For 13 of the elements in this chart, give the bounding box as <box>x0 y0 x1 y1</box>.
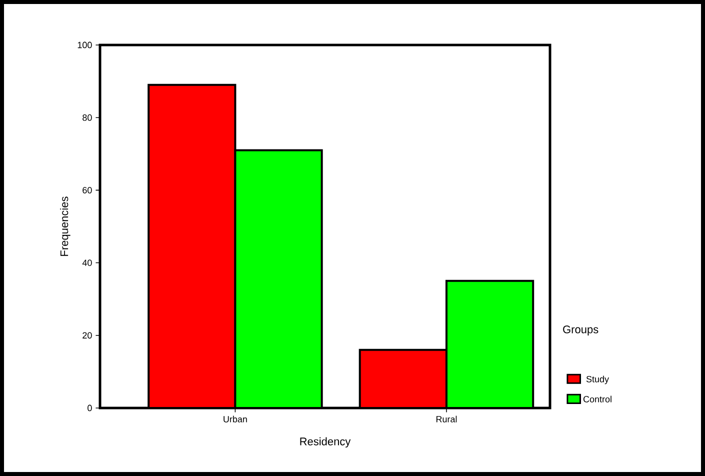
y-tick-label: 40 <box>82 260 92 266</box>
y-tick-label: 100 <box>78 42 92 48</box>
legend-label: Study <box>586 376 609 384</box>
y-tick-label: 0 <box>88 404 92 412</box>
legend-label: Control <box>583 396 612 402</box>
y-tick-label: 20 <box>82 332 92 339</box>
x-tick-label: Urban <box>224 416 247 422</box>
legend-title: Groups <box>563 326 598 336</box>
x-tick-label: Rural <box>436 416 457 422</box>
y-axis-title: Frequencies <box>60 196 70 256</box>
y-tick-label: 80 <box>82 114 92 121</box>
x-axis-title: Residency <box>300 437 351 448</box>
y-tick-label: 60 <box>82 187 92 194</box>
